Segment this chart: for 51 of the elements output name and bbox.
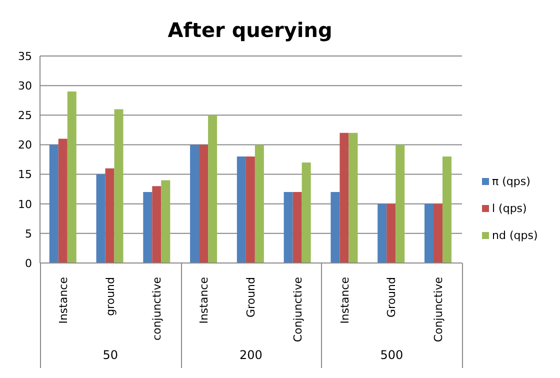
bar (386, 204, 396, 263)
text: 200 (238, 348, 264, 362)
bar (58, 138, 68, 263)
bar (161, 180, 170, 263)
text: 500 (379, 348, 404, 362)
bar (284, 192, 293, 263)
bar (330, 192, 340, 263)
bar (208, 115, 218, 263)
bar (143, 192, 152, 263)
x-tick-label: Instance (56, 276, 70, 324)
bar (340, 132, 349, 263)
bar (114, 109, 124, 263)
x-tick-label: Instance (198, 276, 211, 324)
text: 50 (102, 348, 119, 362)
chart-title: After querying (166, 18, 334, 42)
y-tick-label: 25 (18, 109, 32, 122)
bar (424, 204, 434, 263)
y-tick-label: 5 (25, 227, 32, 240)
bar (378, 204, 387, 263)
y-tick-label: 35 (18, 50, 32, 63)
bar (302, 162, 311, 263)
y-tick-label: 20 (18, 138, 32, 152)
bar (236, 156, 246, 263)
bar (246, 156, 255, 263)
bar (96, 174, 106, 263)
x-tick-label: Ground (385, 277, 398, 318)
bar (49, 144, 58, 263)
bar (190, 144, 200, 263)
y-tick-label: 30 (18, 79, 32, 92)
x-tick-label: conjunctive (150, 276, 164, 340)
y-tick-label: 0 (25, 256, 32, 270)
x-tick-label: Conjunctive (432, 276, 446, 342)
legend-label: π (qps) (492, 175, 530, 188)
bar (105, 168, 114, 263)
legend-label: nd (qps) (492, 229, 538, 242)
bar (199, 144, 208, 263)
x-tick-label: Ground (244, 277, 258, 318)
x-tick-label: ground (104, 277, 117, 316)
x-tick-label: Instance (338, 276, 352, 324)
bar (292, 192, 302, 263)
legend-label: l (qps) (492, 202, 527, 215)
bar (396, 144, 405, 263)
bar (254, 144, 264, 263)
bar (433, 204, 442, 263)
y-tick-label: 10 (18, 198, 32, 211)
bar (348, 132, 358, 263)
bar (152, 186, 162, 263)
bar (67, 91, 76, 263)
bar (442, 156, 452, 263)
x-tick-label: Conjunctive (291, 276, 304, 342)
y-tick-label: 15 (18, 168, 32, 182)
